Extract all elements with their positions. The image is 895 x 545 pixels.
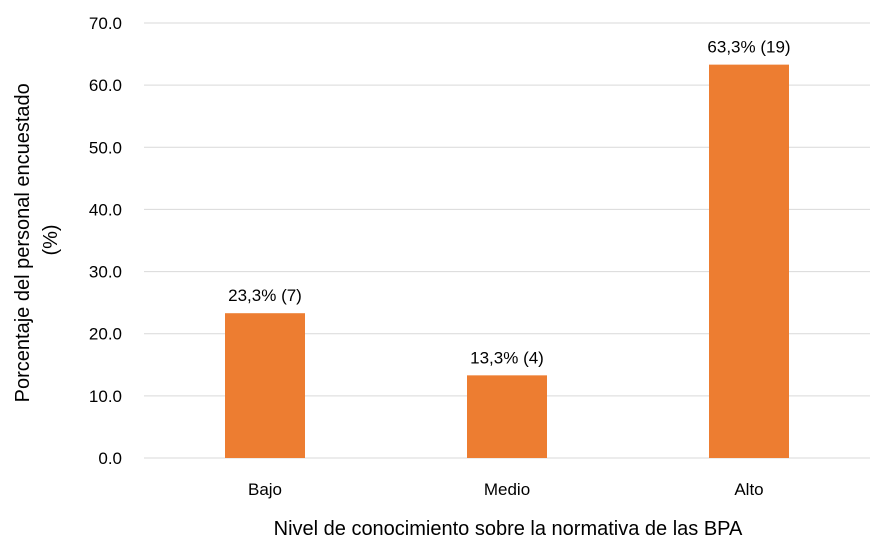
y-tick-label: 20.0 — [89, 325, 122, 344]
bars — [225, 64, 789, 458]
y-tick-label: 10.0 — [89, 387, 122, 406]
y-axis-title-line-1: Porcentaje del personal encuestado — [12, 83, 34, 402]
y-axis-title-line-2: (%) — [40, 224, 62, 255]
x-tick-label-medio: Medio — [484, 480, 530, 499]
y-tick-label: 40.0 — [89, 200, 122, 219]
y-axis-ticks: 0.0 10.0 20.0 30.0 40.0 50.0 60.0 70.0 — [89, 14, 122, 468]
data-label-alto: 63,3% (19) — [707, 38, 790, 57]
x-tick-label-bajo: Bajo — [248, 480, 282, 499]
y-tick-label: 0.0 — [98, 449, 122, 468]
y-axis-title: Porcentaje del personal encuestado (%) — [12, 78, 62, 403]
data-label-medio: 13,3% (4) — [470, 348, 544, 367]
bar-bajo — [225, 313, 305, 458]
x-axis-title: Nivel de conocimiento sobre la normativa… — [274, 518, 743, 540]
data-label-bajo: 23,3% (7) — [228, 286, 302, 305]
x-tick-label-alto: Alto — [734, 480, 763, 499]
y-tick-label: 70.0 — [89, 14, 122, 33]
y-tick-label: 50.0 — [89, 138, 122, 157]
data-labels: 23,3% (7) 13,3% (4) 63,3% (19) — [228, 38, 790, 368]
x-axis-ticks: Bajo Medio Alto — [248, 480, 764, 499]
bar-medio — [467, 375, 547, 458]
y-tick-label: 30.0 — [89, 263, 122, 282]
bar-alto — [709, 64, 789, 458]
y-tick-label: 60.0 — [89, 76, 122, 95]
